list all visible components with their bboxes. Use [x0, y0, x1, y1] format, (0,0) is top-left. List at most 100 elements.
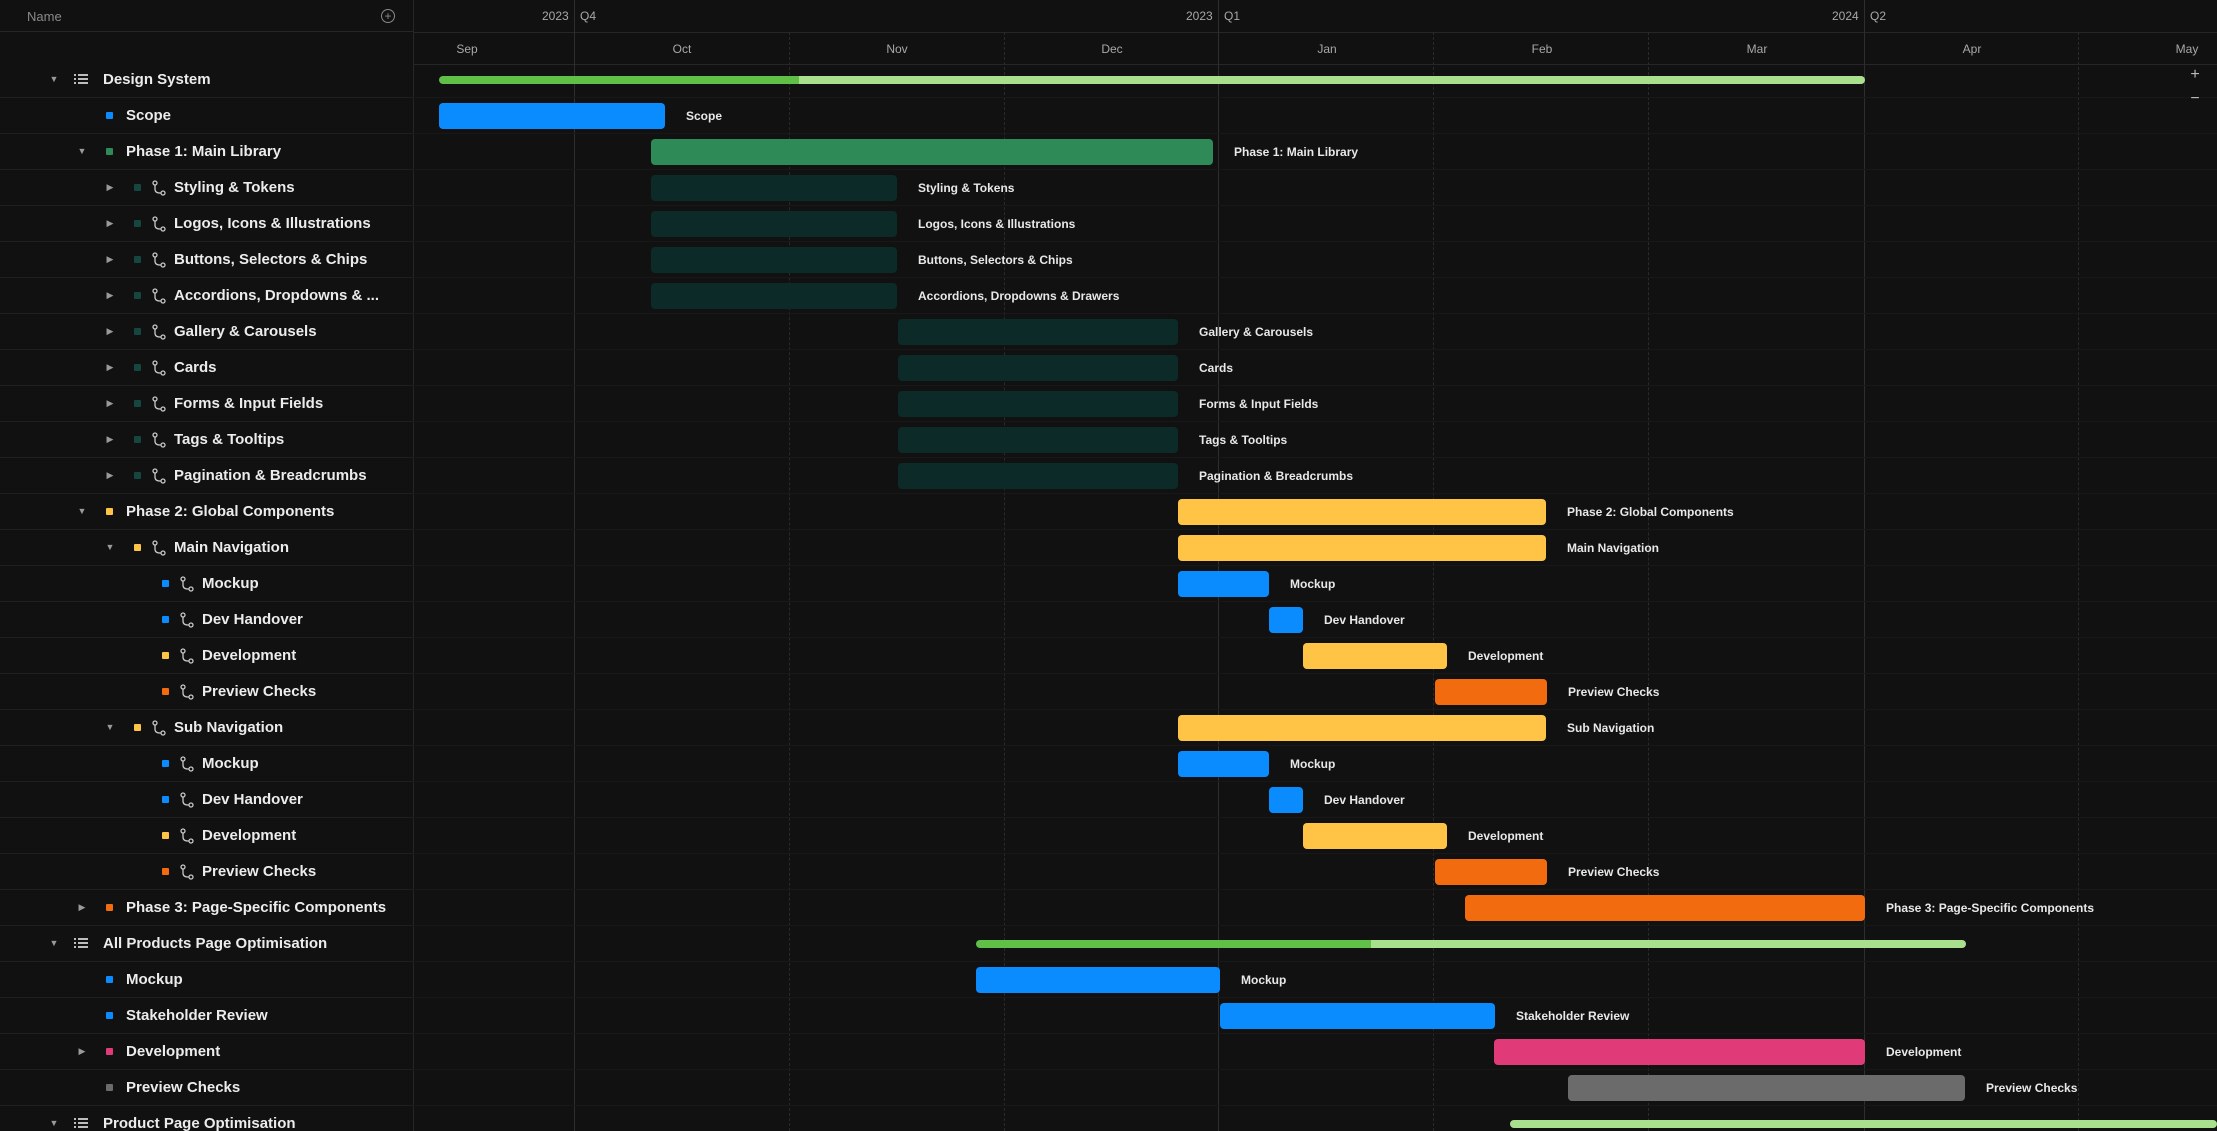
chevron-right-icon[interactable]: ▶: [106, 362, 114, 372]
task-bar[interactable]: [651, 211, 897, 237]
task-row[interactable]: ▼ Design System: [0, 62, 413, 98]
task-row[interactable]: ▶ Styling & Tokens: [0, 170, 413, 206]
task-bar[interactable]: [1494, 1039, 1865, 1065]
dependency-icon: [152, 216, 166, 232]
task-row[interactable]: ▶ Phase 3: Page-Specific Components: [0, 890, 413, 926]
task-bar[interactable]: [898, 319, 1178, 345]
task-row[interactable]: Mockup: [0, 566, 413, 602]
task-row[interactable]: ▶ Development: [0, 1034, 413, 1070]
task-bar[interactable]: [1178, 715, 1546, 741]
task-row[interactable]: ▼ Phase 2: Global Components: [0, 494, 413, 530]
task-bar[interactable]: [898, 355, 1178, 381]
month-label: Jan: [1317, 42, 1337, 56]
task-bar[interactable]: [976, 967, 1220, 993]
color-square-icon: [106, 904, 113, 911]
task-row[interactable]: ▶ Gallery & Carousels: [0, 314, 413, 350]
task-row[interactable]: ▶ Logos, Icons & Illustrations: [0, 206, 413, 242]
chevron-down-icon[interactable]: ▼: [49, 938, 59, 948]
task-bar-label: Phase 3: Page-Specific Components: [1886, 901, 2095, 915]
task-row[interactable]: ▼ Sub Navigation: [0, 710, 413, 746]
task-bar[interactable]: [1220, 1003, 1495, 1029]
chevron-right-icon[interactable]: ▶: [106, 290, 114, 300]
task-bar[interactable]: [1178, 751, 1269, 777]
task-bar[interactable]: [898, 427, 1178, 453]
task-row[interactable]: Mockup: [0, 746, 413, 782]
task-row[interactable]: ▶ Pagination & Breadcrumbs: [0, 458, 413, 494]
task-row[interactable]: ▶ Buttons, Selectors & Chips: [0, 242, 413, 278]
chevron-right-icon[interactable]: ▶: [106, 470, 114, 480]
task-bar[interactable]: [651, 247, 897, 273]
dependency-icon: [180, 828, 194, 844]
task-row[interactable]: Scope: [0, 98, 413, 134]
task-row[interactable]: ▼ Main Navigation: [0, 530, 413, 566]
list-icon: [74, 72, 88, 86]
task-name: Phase 3: Page-Specific Components: [126, 899, 387, 916]
task-row[interactable]: ▶ Forms & Input Fields: [0, 386, 413, 422]
task-row[interactable]: Dev Handover: [0, 782, 413, 818]
task-bar[interactable]: [1269, 607, 1303, 633]
task-bar[interactable]: [1435, 859, 1547, 885]
task-bar-label: Scope: [686, 109, 723, 123]
task-bar[interactable]: [1178, 535, 1546, 561]
zoom-in-button[interactable]: +: [2190, 66, 2200, 83]
task-bar[interactable]: [1178, 499, 1546, 525]
chevron-down-icon[interactable]: ▼: [77, 146, 87, 156]
chevron-right-icon[interactable]: ▶: [106, 254, 114, 264]
task-row[interactable]: ▼ All Products Page Optimisation: [0, 926, 413, 962]
chevron-down-icon[interactable]: ▼: [49, 1118, 59, 1128]
summary-progress-bar[interactable]: [976, 940, 1966, 948]
task-row[interactable]: ▶ Cards: [0, 350, 413, 386]
task-bar[interactable]: [1303, 823, 1447, 849]
task-row[interactable]: Mockup: [0, 962, 413, 998]
task-name: Development: [202, 647, 297, 664]
color-square-icon: [106, 508, 113, 515]
task-bar[interactable]: [1178, 571, 1269, 597]
task-row[interactable]: Development: [0, 638, 413, 674]
chevron-down-icon[interactable]: ▼: [105, 542, 115, 552]
zoom-out-button[interactable]: −: [2190, 90, 2200, 107]
color-square-icon: [106, 1048, 113, 1055]
chevron-right-icon[interactable]: ▶: [106, 434, 114, 444]
summary-progress-bar[interactable]: [439, 76, 1865, 84]
task-bar[interactable]: [898, 463, 1178, 489]
month-label: Oct: [672, 42, 692, 56]
task-name: Main Navigation: [174, 539, 290, 556]
task-row[interactable]: ▶ Tags & Tooltips: [0, 422, 413, 458]
task-bar[interactable]: [1303, 643, 1447, 669]
add-task-icon[interactable]: +: [381, 9, 395, 23]
task-row[interactable]: Dev Handover: [0, 602, 413, 638]
chevron-right-icon[interactable]: ▶: [78, 902, 86, 912]
task-bar[interactable]: [651, 139, 1213, 165]
month-gridline: [789, 32, 790, 1131]
task-row[interactable]: Preview Checks: [0, 854, 413, 890]
task-bar-label: Styling & Tokens: [918, 181, 1015, 195]
task-bar[interactable]: [651, 283, 897, 309]
task-row[interactable]: Development: [0, 818, 413, 854]
dependency-icon: [152, 540, 166, 556]
task-bar[interactable]: [439, 103, 665, 129]
chevron-right-icon[interactable]: ▶: [106, 326, 114, 336]
chevron-right-icon[interactable]: ▶: [106, 182, 114, 192]
task-bar[interactable]: [651, 175, 897, 201]
task-row[interactable]: ▶ Accordions, Dropdowns & ...: [0, 278, 413, 314]
task-row[interactable]: ▼ Phase 1: Main Library: [0, 134, 413, 170]
task-row[interactable]: Preview Checks: [0, 1070, 413, 1106]
chevron-down-icon[interactable]: ▼: [77, 506, 87, 516]
task-row[interactable]: Preview Checks: [0, 674, 413, 710]
task-bar-label: Development: [1468, 649, 1544, 663]
task-bar[interactable]: [1465, 895, 1865, 921]
chevron-down-icon[interactable]: ▼: [49, 74, 59, 84]
chevron-right-icon[interactable]: ▶: [106, 218, 114, 228]
task-bar[interactable]: [1435, 679, 1547, 705]
task-bar[interactable]: [898, 391, 1178, 417]
task-bar-label: Cards: [1199, 361, 1234, 375]
chevron-right-icon[interactable]: ▶: [106, 398, 114, 408]
task-bar[interactable]: [1269, 787, 1303, 813]
chevron-down-icon[interactable]: ▼: [105, 722, 115, 732]
chevron-right-icon[interactable]: ▶: [78, 1046, 86, 1056]
summary-progress-bar[interactable]: [1510, 1120, 2217, 1128]
task-row[interactable]: Stakeholder Review: [0, 998, 413, 1034]
task-row[interactable]: ▼ Product Page Optimisation: [0, 1106, 413, 1131]
task-bar[interactable]: [1568, 1075, 1965, 1101]
color-square-icon: [106, 976, 113, 983]
